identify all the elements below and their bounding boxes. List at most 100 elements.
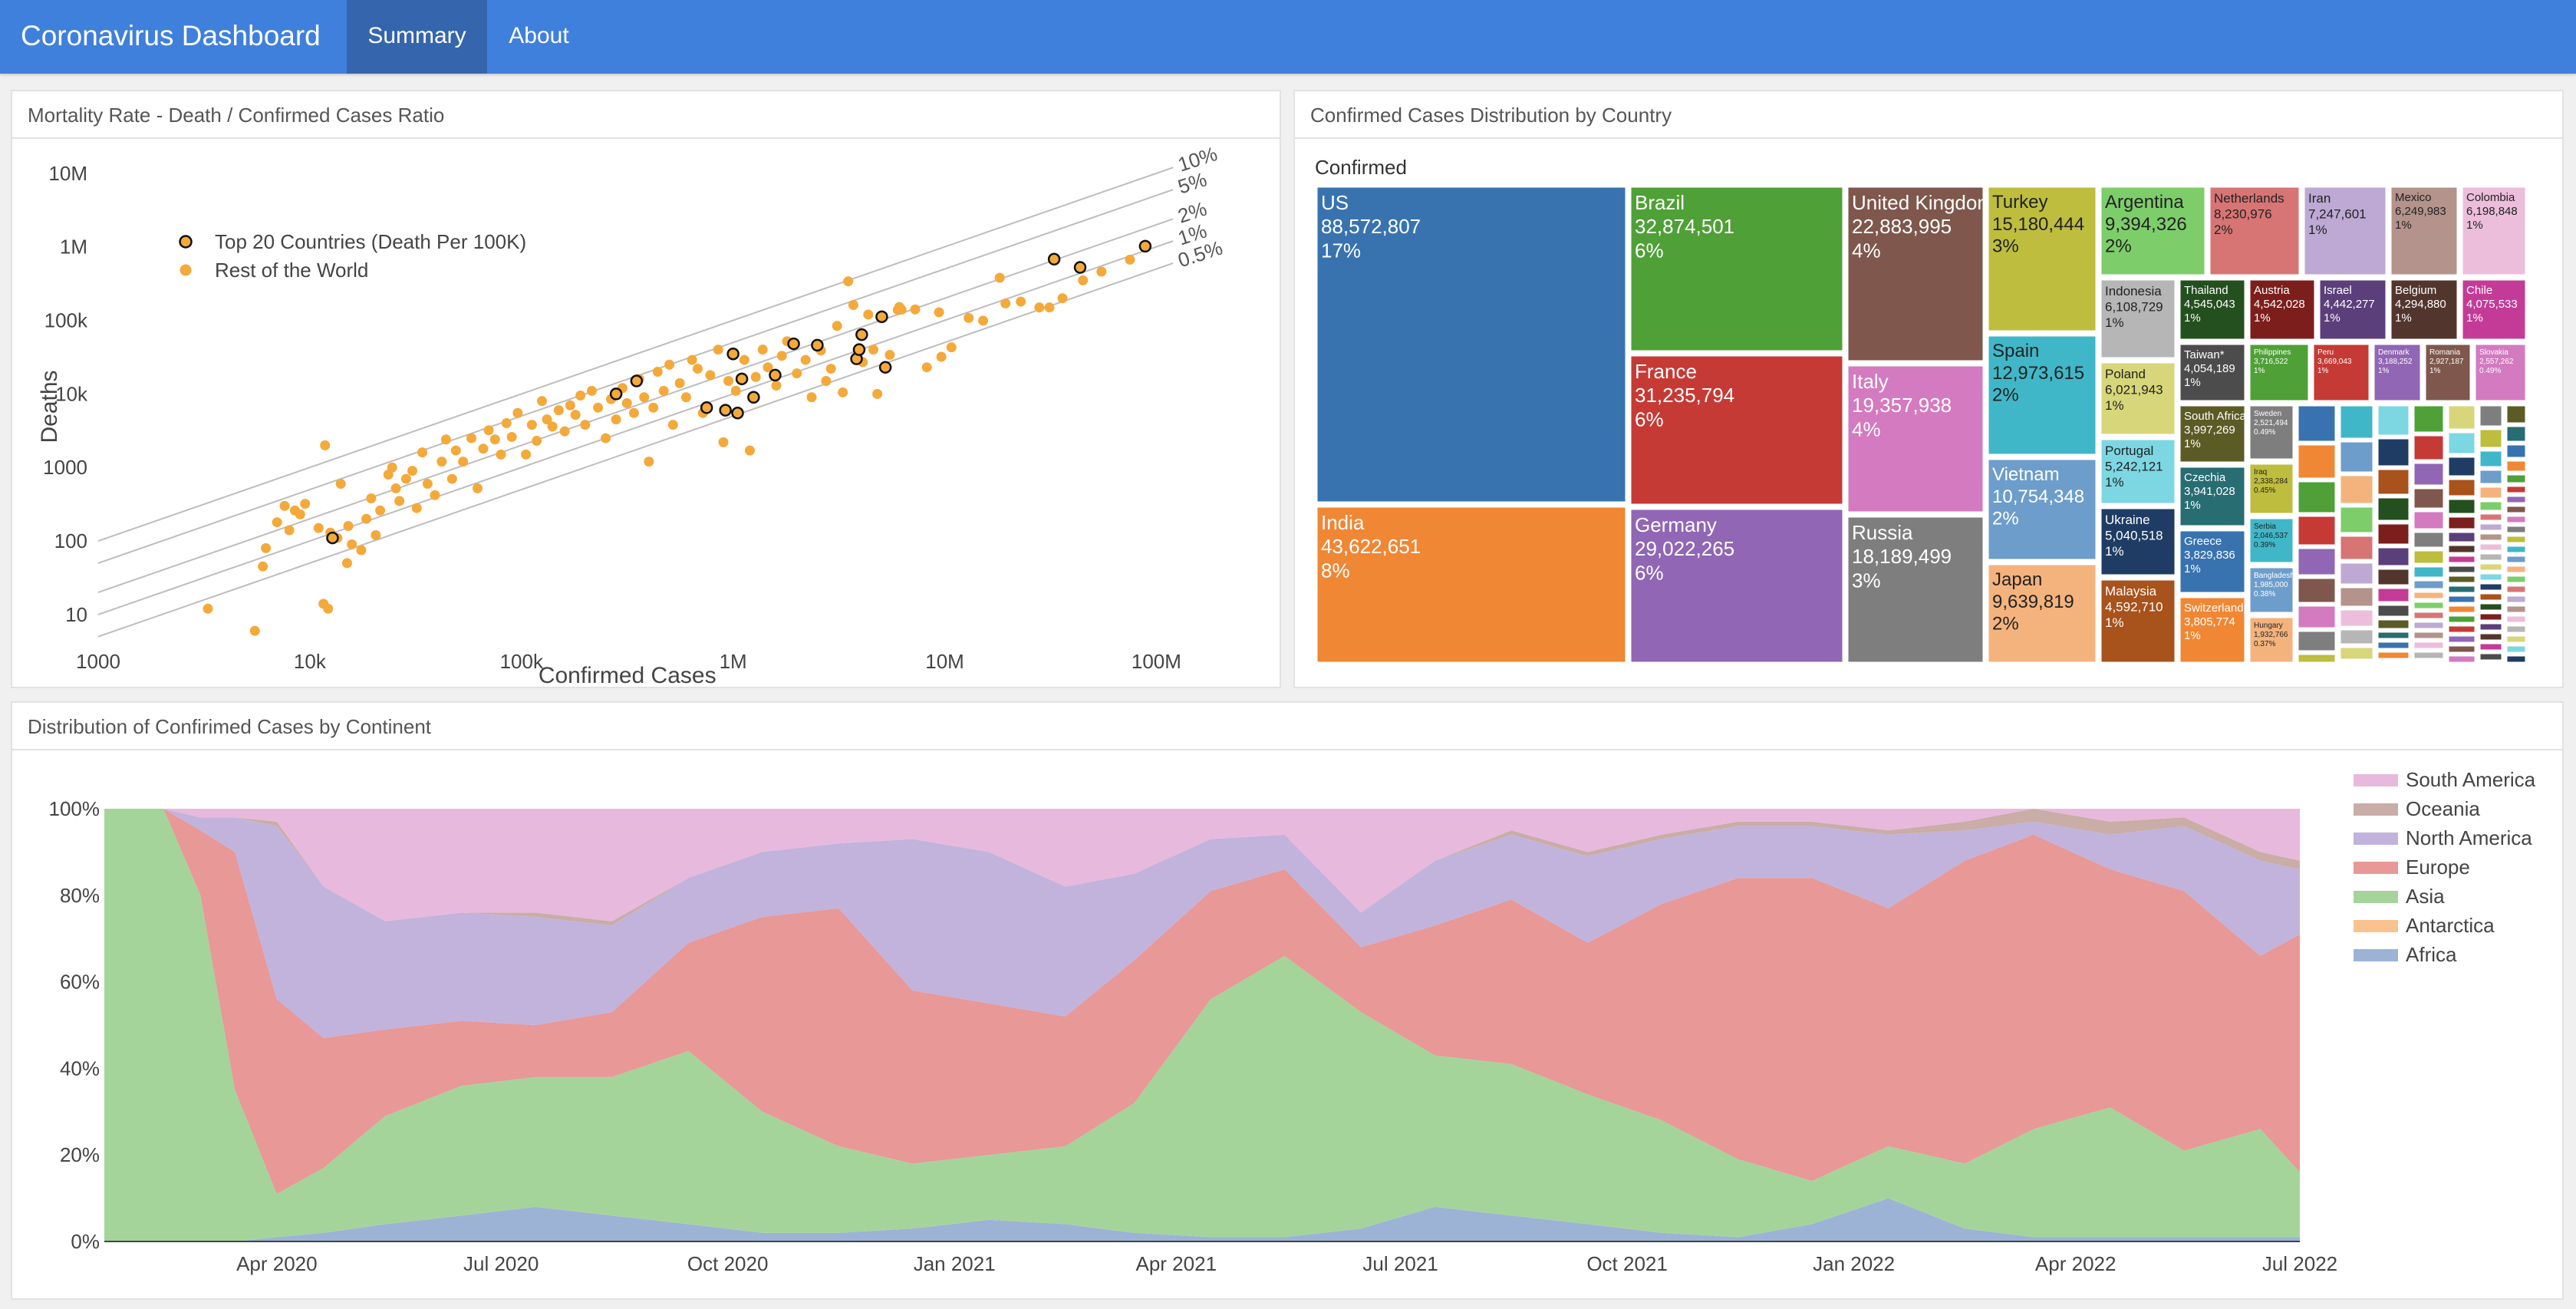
treemap-cell[interactable] [2248,278,2317,341]
scatter-point-top20[interactable] [700,401,713,414]
treemap-cell-small[interactable] [2478,542,2504,552]
treemap-cell-small[interactable] [2478,572,2504,582]
scatter-point-rest[interactable] [422,478,433,489]
treemap-cell-small[interactable] [2478,562,2504,572]
scatter-point-rest[interactable] [806,392,817,403]
area-series-south-america[interactable] [104,809,2300,922]
treemap-cell-small[interactable] [2412,404,2446,434]
treemap-cell-small[interactable] [2338,473,2375,506]
treemap-cell[interactable] [2248,404,2295,461]
treemap-cell[interactable] [1986,562,2098,664]
treemap-cell[interactable] [2099,185,2207,277]
treemap-cell-small[interactable] [2338,645,2375,661]
treemap-cell[interactable] [2389,278,2459,341]
treemap-cell-small[interactable] [2505,494,2528,505]
scatter-point-rest[interactable] [436,457,447,467]
treemap-cell-small[interactable] [2446,614,2477,625]
scatter-point-rest[interactable] [744,445,755,456]
scatter-point-top20[interactable] [875,310,888,324]
scatter-point-rest[interactable] [496,449,506,460]
treemap-cell-small[interactable] [2412,610,2446,621]
treemap-cell-small[interactable] [2296,652,2337,664]
scatter-point-rest[interactable] [730,385,741,396]
legend-item-label[interactable]: Africa [2406,943,2457,966]
scatter-point-rest[interactable] [521,449,532,460]
scatter-point-rest[interactable] [387,462,397,473]
scatter-point-rest[interactable] [763,362,773,373]
scatter-point-rest[interactable] [771,380,782,391]
scatter-point-rest[interactable] [343,520,354,531]
scatter-point-rest[interactable] [1044,302,1055,313]
scatter-point-rest[interactable] [838,387,848,397]
scatter-point-rest[interactable] [559,426,570,437]
treemap-cell-small[interactable] [2412,640,2446,651]
treemap-cell-small[interactable] [2478,500,2504,513]
treemap-cell-small[interactable] [2338,585,2375,608]
scatter-point-top20[interactable] [787,337,800,351]
scatter-point-rest[interactable] [430,490,440,500]
scatter-point-rest[interactable] [446,473,457,484]
scatter-point-rest[interactable] [300,499,311,509]
treemap-cell-small[interactable] [2478,522,2504,533]
treemap-cell-small[interactable] [2505,484,2528,495]
treemap-cell-small[interactable] [2338,505,2375,535]
scatter-point-rest[interactable] [639,392,650,403]
scatter-point-rest[interactable] [586,385,597,396]
treemap-cell[interactable] [2178,404,2247,464]
treemap-cell-small[interactable] [2478,641,2504,652]
treemap-cell-small[interactable] [2478,602,2504,612]
treemap-cell-small[interactable] [2296,576,2337,605]
scatter-point-rest[interactable] [512,407,523,418]
treemap-cell-small[interactable] [2446,604,2477,615]
legend-item-label[interactable]: Asia [2406,885,2445,908]
scatter-point-rest[interactable] [792,368,802,379]
area-series-europe[interactable] [104,809,2300,1194]
treemap-cell[interactable] [2372,342,2423,403]
scatter-point-rest[interactable] [821,376,832,387]
scatter-point-rest[interactable] [417,447,428,458]
treemap-cell[interactable] [2248,516,2295,565]
treemap-cell-small[interactable] [2338,561,2375,586]
treemap-cell-small[interactable] [2412,565,2446,579]
treemap-cell-small[interactable] [2412,434,2446,462]
treemap-cell[interactable] [2302,185,2388,277]
treemap-cell-small[interactable] [2478,512,2504,523]
treemap-cell-small[interactable] [2446,497,2477,516]
treemap-cell-small[interactable] [2505,624,2528,635]
scatter-point-rest[interactable] [295,509,305,519]
treemap-cell-small[interactable] [2446,634,2477,645]
treemap-cell-small[interactable] [2446,530,2477,544]
scatter-point-rest[interactable] [667,420,678,430]
continent-area-chart[interactable]: 0% 20% 40% 60% 80% 100% Apr 2020 Jul 2020 Oct 20… [12,750,2562,1298]
scatter-point-top20[interactable] [855,328,868,341]
scatter-point-rest[interactable] [601,433,611,443]
scatter-point-rest[interactable] [466,433,477,443]
treemap-cell-small[interactable] [2446,564,2477,575]
scatter-point-rest[interactable] [832,321,842,331]
scatter-point-rest[interactable] [739,354,749,365]
legend-item-label[interactable]: North America [2406,826,2532,849]
treemap-cell-small[interactable] [2376,467,2411,496]
scatter-point-rest[interactable] [936,351,947,362]
treemap-cell-small[interactable] [2478,582,2504,592]
treemap-cell-small[interactable] [2446,543,2477,555]
scatter-point-top20[interactable] [1073,261,1087,274]
treemap-cell[interactable] [2248,462,2295,516]
scatter-point-rest[interactable] [713,345,723,355]
scatter-point-rest[interactable] [279,500,290,511]
treemap-cell-small[interactable] [2412,630,2446,641]
treemap-cell-small[interactable] [2338,534,2375,562]
treemap-cell-small[interactable] [2505,404,2528,425]
treemap-cell-small[interactable] [2505,604,2528,615]
scatter-point-rest[interactable] [203,603,213,614]
scatter-point-rest[interactable] [565,400,575,411]
scatter-point-rest[interactable] [478,443,489,454]
treemap-cell-small[interactable] [2376,404,2411,437]
treemap-cell-small[interactable] [2296,546,2337,577]
area-series-north-america[interactable] [104,809,2300,1038]
scatter-point-rest[interactable] [450,445,461,456]
treemap-cell-small[interactable] [2478,552,2504,562]
treemap-cell[interactable] [1986,185,2098,333]
scatter-point-top20[interactable] [1047,252,1061,266]
scatter-point-rest[interactable] [934,307,944,318]
